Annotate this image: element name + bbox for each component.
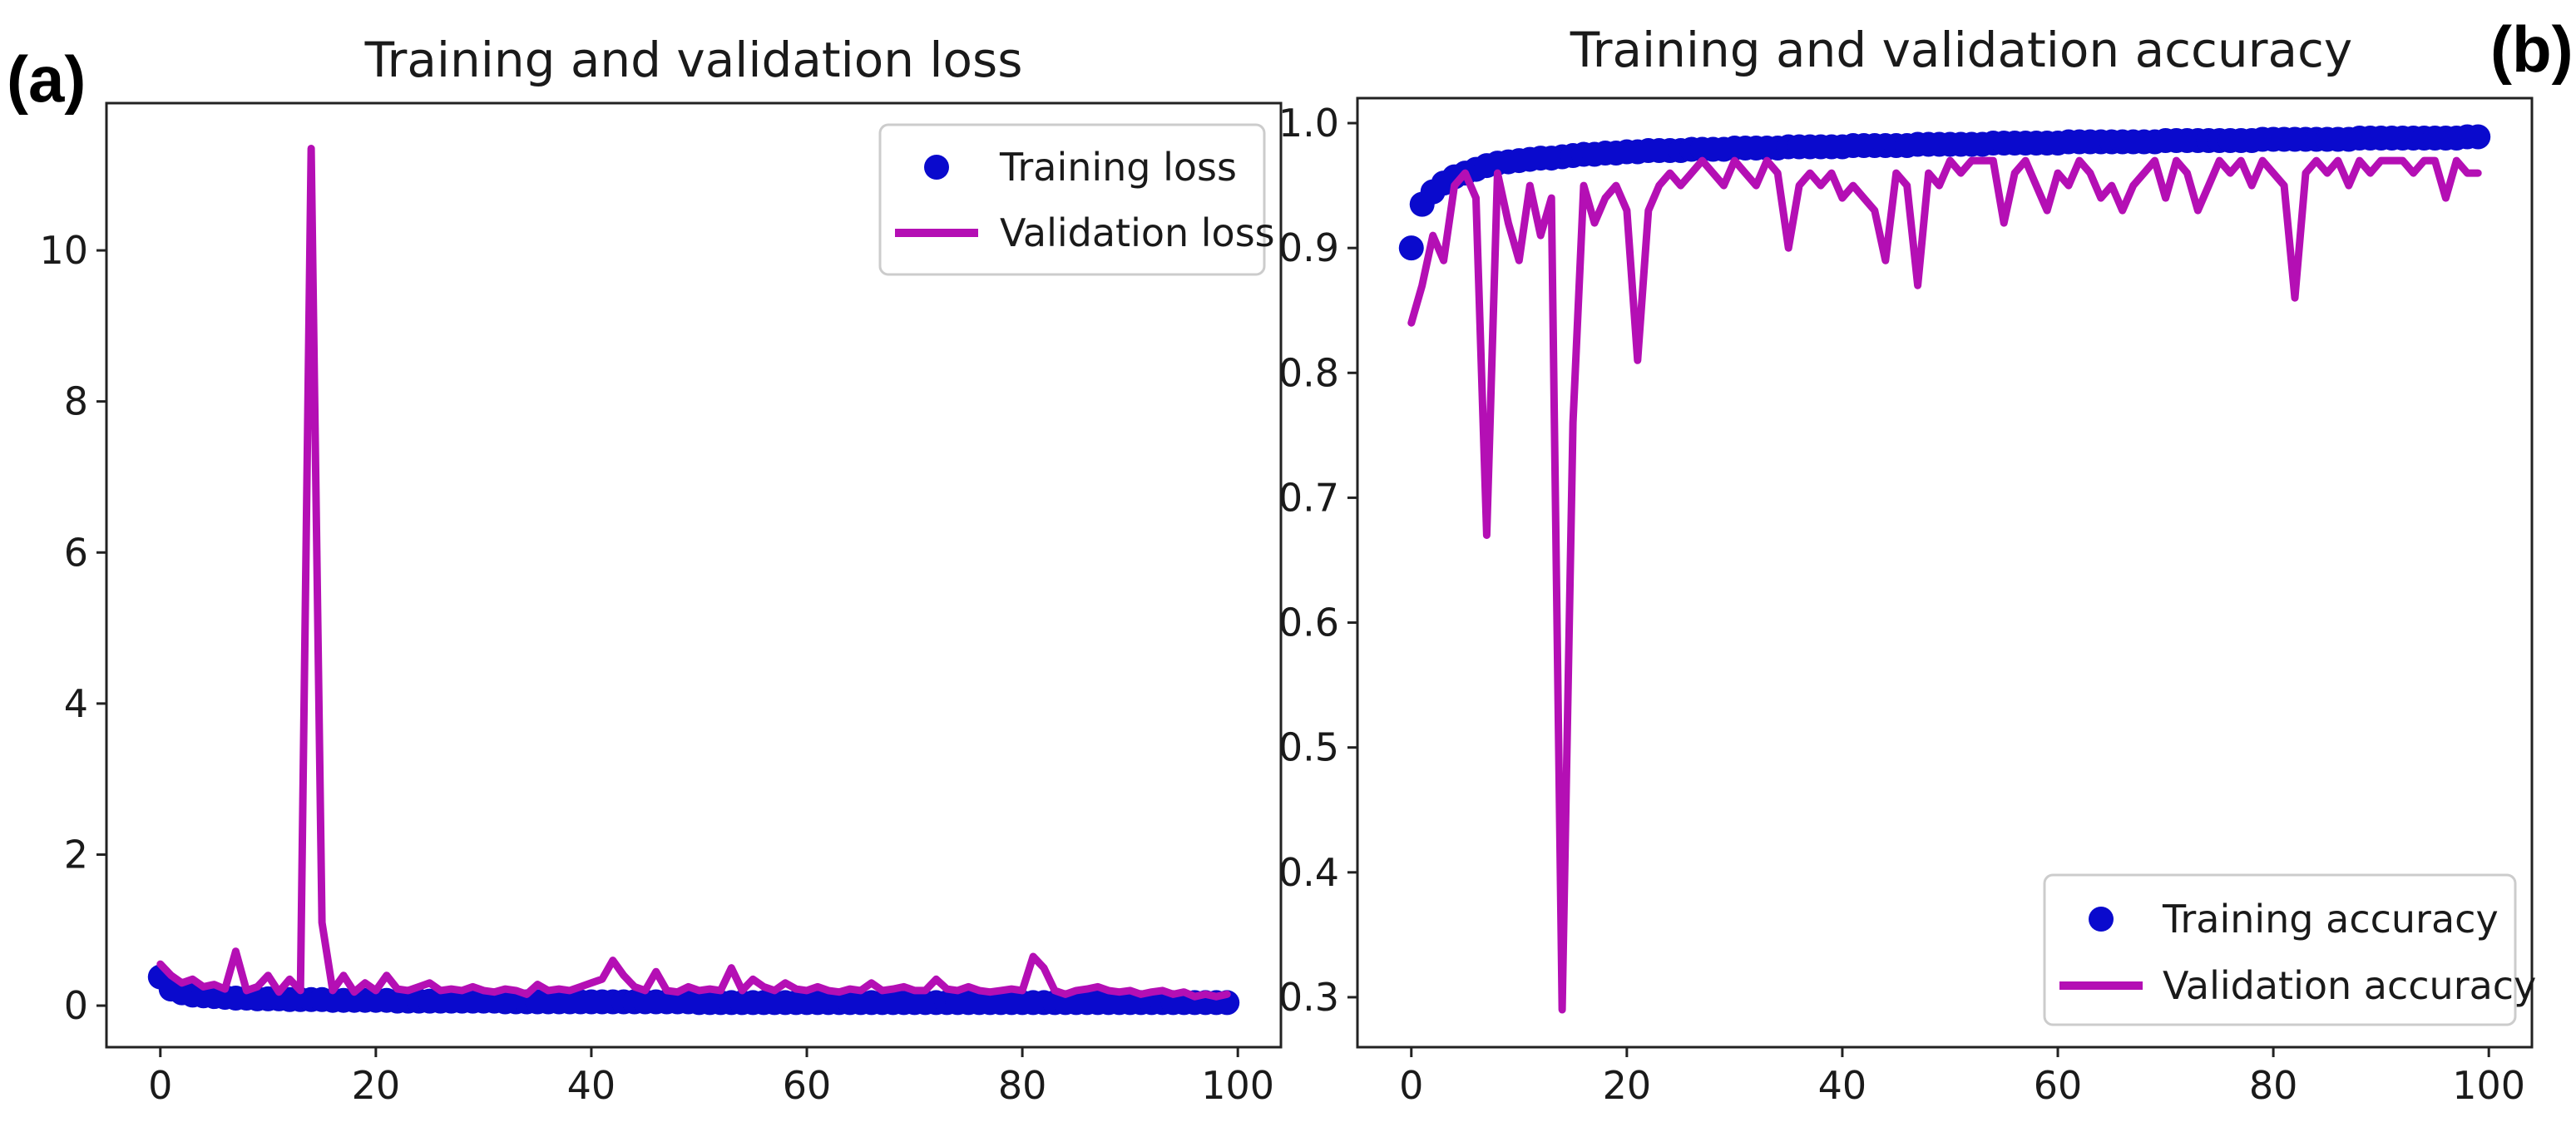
accuracy-x-tick-label: 60 <box>2034 1063 2083 1108</box>
loss-series-layer <box>147 145 1240 1016</box>
accuracy-x-tick-label: 40 <box>1818 1063 1867 1108</box>
accuracy-x-ticks: 0 20 40 60 80 100 <box>1399 1047 2525 1108</box>
accuracy-x-tick-label: 80 <box>2249 1063 2298 1108</box>
loss-x-tick-label: 80 <box>998 1063 1047 1108</box>
accuracy-legend-validation-label: Validation accuracy <box>2163 963 2536 1008</box>
accuracy-y-tick-label: 0.6 <box>1278 601 1339 645</box>
loss-x-tick-label: 40 <box>567 1063 616 1108</box>
loss-x-tick-label: 0 <box>148 1063 172 1108</box>
loss-validation-line <box>156 145 1231 1001</box>
accuracy-training-point <box>1398 235 1424 261</box>
panel-label-a: (a) <box>7 42 86 116</box>
accuracy-y-tick-label: 0.8 <box>1278 350 1339 395</box>
accuracy-x-tick-label: 100 <box>2452 1063 2525 1108</box>
loss-legend: Training loss Validation loss <box>878 123 1275 276</box>
loss-y-tick-label: 2 <box>64 832 88 877</box>
loss-y-tick-label: 0 <box>64 983 88 1028</box>
loss-plot-area <box>105 101 1283 1049</box>
accuracy-chart-panel: (b) Training and validation accuracy 0 20… <box>1278 12 2574 1108</box>
accuracy-x-tick-label: 20 <box>1603 1063 1652 1108</box>
accuracy-y-tick-label: 0.9 <box>1278 225 1339 270</box>
accuracy-validation-line <box>1407 156 2482 1014</box>
accuracy-plot-area <box>1356 96 2534 1049</box>
accuracy-legend-training-label: Training accuracy <box>2162 897 2499 942</box>
accuracy-y-tick-label: 0.7 <box>1278 475 1339 520</box>
loss-legend-validation-label: Validation loss <box>1000 210 1275 255</box>
loss-y-tick-label: 6 <box>64 530 88 575</box>
accuracy-training-point <box>2465 124 2491 150</box>
loss-y-tick-label: 10 <box>39 228 88 273</box>
accuracy-y-tick-label: 0.4 <box>1278 850 1339 895</box>
loss-legend-training-marker <box>924 155 949 180</box>
loss-x-tick-label: 20 <box>352 1063 401 1108</box>
loss-chart-title: Training and validation loss <box>364 32 1023 88</box>
loss-y-tick-label: 8 <box>64 379 88 424</box>
loss-chart-panel: (a) Training and validation loss 0 20 40 60… <box>7 32 1283 1108</box>
accuracy-y-tick-label: 1.0 <box>1278 101 1339 146</box>
loss-x-ticks: 0 20 40 60 80 100 <box>148 1047 1274 1108</box>
accuracy-x-tick-label: 0 <box>1399 1063 1423 1108</box>
accuracy-legend-box <box>2043 873 2517 1026</box>
accuracy-chart-title: Training and validation accuracy <box>1570 22 2353 78</box>
accuracy-y-tick-label: 0.5 <box>1278 725 1339 770</box>
accuracy-series-layer <box>1398 124 2491 1014</box>
accuracy-legend-training-marker <box>2089 907 2114 932</box>
loss-y-tick-label: 4 <box>64 681 88 726</box>
accuracy-legend: Training accuracy Validation accuracy <box>2043 873 2536 1026</box>
loss-x-tick-label: 100 <box>1201 1063 1274 1108</box>
panel-label-b: (b) <box>2490 12 2574 86</box>
loss-y-ticks: 0 2 4 6 8 10 <box>39 228 106 1028</box>
loss-legend-training-label: Training loss <box>999 145 1237 190</box>
accuracy-y-ticks: 0.3 0.4 0.5 0.6 0.7 0.8 0.9 1.0 <box>1278 101 1357 1020</box>
accuracy-y-tick-label: 0.3 <box>1278 975 1339 1020</box>
loss-x-tick-label: 60 <box>783 1063 832 1108</box>
